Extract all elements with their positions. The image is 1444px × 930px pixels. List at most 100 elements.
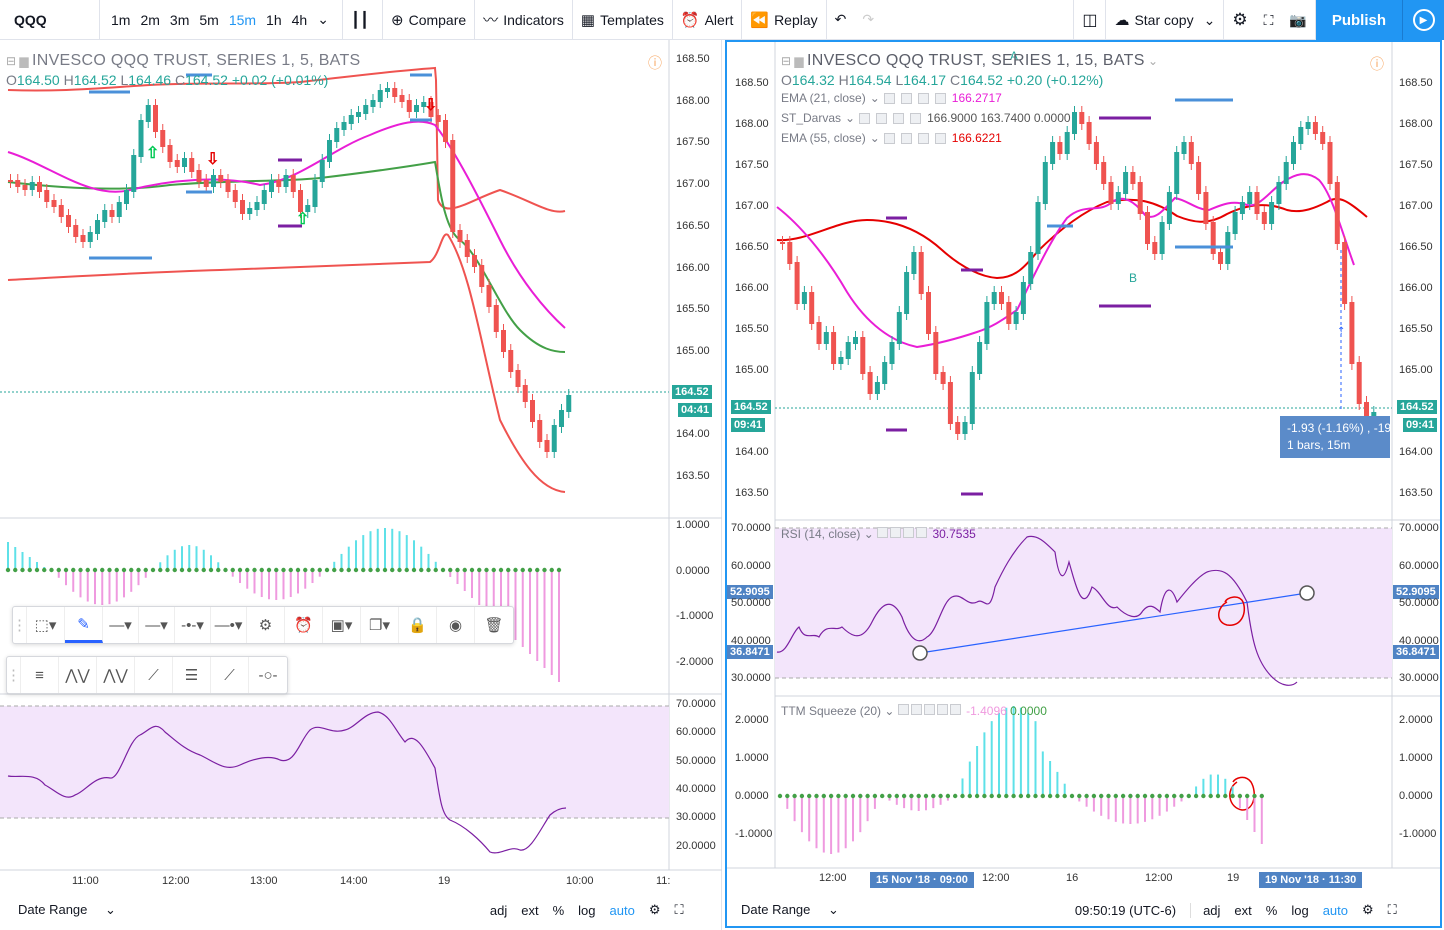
line-style-icon[interactable]: -•-▾ (175, 607, 211, 643)
right-chart[interactable]: A B ⇡ ⊟ ▆ INVESCO QQQ TRUST, SERIES 1, 1… (725, 40, 1442, 928)
info-icon[interactable]: ⓘ (1370, 56, 1384, 72)
lock-icon[interactable]: 🔒 (399, 607, 437, 643)
template-icon[interactable]: ⬚▾ (27, 607, 65, 643)
right-high: 164.54 (848, 72, 892, 88)
indicator-st-darvas[interactable]: ST_Darvas ⌄ 166.9000 163.7400 0.0000 (781, 111, 1071, 125)
alert-add-icon[interactable]: ⏰ (285, 607, 323, 643)
adj-toggle[interactable]: adj (1190, 902, 1220, 918)
squeeze-dot (49, 567, 54, 573)
symbol-search[interactable]: QQQ (0, 0, 100, 40)
percent-toggle[interactable]: % (552, 902, 565, 918)
auto-toggle[interactable]: auto (1322, 902, 1348, 918)
indicators-button[interactable]: 〰 Indicators (475, 0, 573, 40)
ext-toggle[interactable]: ext (521, 902, 539, 918)
collapse-icon[interactable]: ⊟ (781, 54, 792, 68)
interval-15m[interactable]: 15m (228, 11, 257, 28)
squeeze-dot (121, 567, 127, 573)
replay-button[interactable]: ⏪ Replay (742, 0, 827, 40)
log-toggle[interactable]: log (1291, 902, 1309, 918)
interval-1h[interactable]: 1h (266, 11, 282, 28)
log-toggle[interactable]: log (578, 902, 596, 918)
drag-handle-icon[interactable]: ⋮ (12, 607, 27, 643)
date-range-button[interactable]: Date Range ⌄ (18, 902, 116, 917)
layers-icon[interactable]: ▣▾ (323, 607, 361, 643)
pattern-point-a: A (1010, 49, 1018, 63)
clock-display[interactable]: 09:50:19 (UTC-6) (1074, 902, 1177, 918)
candle (131, 155, 137, 192)
squeeze-dot (996, 793, 1002, 799)
path-tool-icon[interactable]: ⟋ (211, 657, 249, 693)
interval-3m[interactable]: 3m (169, 11, 190, 28)
candle (269, 180, 274, 192)
settings-gear-icon[interactable]: ⚙ (247, 607, 285, 643)
horizontal-ray-icon[interactable]: -○- (258, 666, 278, 684)
layout-button[interactable]: ◫ (1073, 0, 1107, 40)
indicator-ema55[interactable]: EMA (55, close) ⌄ 166.6221 (781, 131, 1002, 145)
compare-button[interactable]: ⊕ Compare (383, 0, 476, 40)
fullscreen-icon[interactable]: ⛶ (674, 902, 684, 917)
squeeze-dot (361, 567, 366, 573)
left-high: 164.52 (73, 72, 117, 88)
fullscreen-icon[interactable]: ⛶ (1387, 902, 1397, 917)
candle (1232, 212, 1238, 234)
left-chart[interactable]: ⇧ ⇧ ⇩ ⇩ ⊟ ▆ INVESCO QQQ TRUST, SERIES 1,… (0, 40, 722, 930)
pencil-icon[interactable]: ✎ (65, 607, 103, 643)
fullscreen-button[interactable]: ⛶ (1256, 0, 1282, 40)
publish-button[interactable]: Publish (1315, 0, 1402, 40)
percent-toggle[interactable]: % (1265, 902, 1278, 918)
squeeze-dot (1157, 793, 1162, 799)
redo-button[interactable]: ↷ (854, 0, 882, 40)
ext-toggle[interactable]: ext (1234, 902, 1252, 918)
auto-toggle[interactable]: auto (609, 902, 635, 918)
interval-2m[interactable]: 2m (140, 11, 160, 28)
candle (999, 292, 1004, 304)
drag-handle-icon[interactable]: ⋮ (6, 657, 21, 693)
info-icon[interactable]: ⓘ (648, 55, 662, 71)
trendline-handle[interactable] (1299, 585, 1315, 601)
interval-5m[interactable]: 5m (199, 11, 219, 28)
fib-icon[interactable]: ☰ (173, 657, 211, 693)
right-chart-canvas[interactable]: A B ⇡ (727, 42, 1440, 926)
trash-icon[interactable]: 🗑 (484, 617, 504, 634)
alert-button[interactable]: ⏰ Alert (673, 0, 743, 40)
trendline-handle[interactable] (912, 645, 928, 661)
left-countdown-tag: 04:41 (678, 403, 713, 417)
candle (232, 190, 238, 202)
left-chart-canvas[interactable]: ⇧ ⇧ ⇩ ⇩ (0, 40, 722, 930)
undo-button[interactable]: ↶ (827, 0, 855, 40)
time-axis-label: 14:00 (340, 875, 368, 887)
squeeze-dot (1150, 793, 1155, 799)
layout-name-button[interactable]: ☁ Star copy ⌄ (1106, 0, 1225, 40)
line-end-icon[interactable]: —•▾ (211, 607, 247, 643)
trendline-icon[interactable]: ⟋ (135, 657, 173, 693)
interval-1m[interactable]: 1m (111, 11, 131, 28)
interval-dropdown-chevron-icon[interactable]: ⌄ (317, 11, 329, 27)
interval-4h[interactable]: 4h (291, 11, 308, 28)
settings-button[interactable]: ⚙ (1224, 0, 1255, 40)
date-range-button[interactable]: Date Range ⌄ (741, 902, 839, 917)
squeeze-dot (872, 793, 878, 799)
abc-pattern-icon[interactable]: ⋀⋁ (97, 657, 135, 693)
indicator-ema21[interactable]: EMA (21, close) ⌄ 166.2717 (781, 91, 1002, 105)
pattern-tool-icon[interactable]: ⋀⋁ (59, 657, 97, 693)
candle (327, 140, 332, 162)
squeeze-dot (353, 567, 359, 573)
squeeze-dot (1201, 793, 1206, 799)
squeeze-dot (1062, 793, 1067, 799)
axis-settings-gear-icon[interactable]: ⚙ (1362, 902, 1374, 917)
axis-settings-gear-icon[interactable]: ⚙ (648, 902, 661, 917)
horizontal-lines-icon[interactable]: ≡ (21, 657, 59, 693)
squeeze-dot (158, 567, 163, 573)
templates-button[interactable]: ▦ Templates (573, 0, 673, 40)
snapshot-button[interactable]: 📷 (1281, 0, 1316, 40)
clone-icon[interactable]: ❐▾ (361, 607, 399, 643)
adj-toggle[interactable]: adj (489, 902, 508, 918)
rsi-tag-trendline-left: 52.9095 (727, 585, 773, 599)
publish-menu-button[interactable]: ▶ (1402, 0, 1444, 40)
line-width-icon[interactable]: —▾ (139, 607, 175, 643)
eye-icon[interactable]: ◉ (437, 607, 475, 643)
chart-style-button[interactable]: ┃┃ (343, 0, 383, 40)
collapse-icon[interactable]: ⊟ (6, 54, 17, 68)
line-color-icon[interactable]: —▾ (103, 607, 139, 643)
squeeze-dot (1040, 793, 1045, 799)
